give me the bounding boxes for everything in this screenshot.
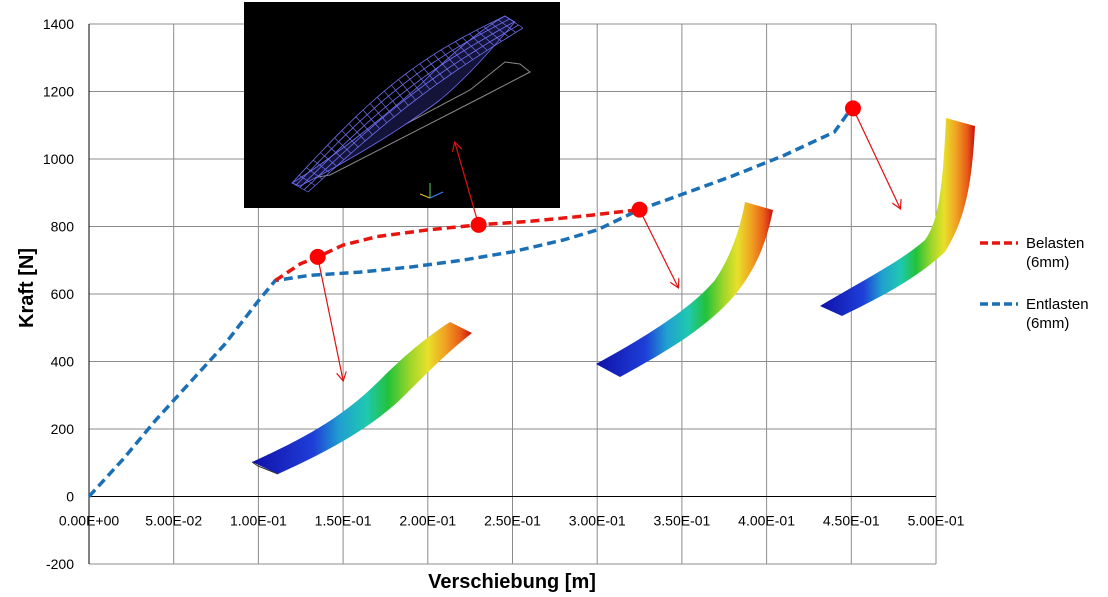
data-marker [470, 216, 487, 233]
x-tick-label: 4.00E-01 [738, 513, 795, 529]
y-tick-label: -200 [46, 556, 74, 572]
y-tick-label: 600 [51, 286, 75, 302]
legend-label: Belasten [1026, 235, 1084, 252]
x-tick-label: 0.00E+00 [59, 513, 120, 529]
x-axis-title: Verschiebung [m] [428, 571, 596, 593]
inset-mesh-outline [299, 61, 531, 181]
x-tick-label: 2.50E-01 [484, 513, 541, 529]
data-marker [309, 248, 326, 265]
chart-series [87, 107, 853, 498]
y-tick-label: 1000 [43, 151, 74, 167]
chart-markers [309, 100, 861, 265]
x-tick-label: 1.00E-01 [230, 513, 287, 529]
inset-axis-triad-icon [419, 183, 444, 199]
x-tick-label: 5.00E-01 [908, 513, 965, 529]
x-tick-labels: 0.00E+00 5.00E-02 1.00E-01 1.50E-01 2.00E-01… [59, 513, 965, 529]
annotation-arrow [455, 143, 480, 225]
mesh-line [299, 21, 515, 188]
data-marker [844, 100, 861, 117]
x-tick-label: 2.00E-01 [399, 513, 456, 529]
y-tick-label: 200 [51, 421, 75, 437]
fem-shape-1 [251, 322, 472, 475]
x-tick-label: 4.50E-01 [823, 513, 880, 529]
chart-legend: Belasten (6mm) Entlasten (6mm) [980, 235, 1089, 332]
y-tick-label: 0 [66, 489, 74, 505]
legend-label: (6mm) [1026, 254, 1069, 271]
y-tick-label: 1200 [43, 84, 74, 100]
fem-shape-3 [820, 118, 975, 316]
x-tick-label: 5.00E-02 [145, 513, 202, 529]
x-tick-label: 3.50E-01 [653, 513, 710, 529]
x-tick-label: 1.50E-01 [315, 513, 372, 529]
inset-mesh-lines [291, 15, 524, 193]
y-tick-labels: -200 0 200 400 600 800 1000 1200 1400 [43, 16, 74, 572]
annotation-arrow [639, 209, 678, 287]
mesh-line [295, 18, 510, 186]
x-tick-label: 3.00E-01 [569, 513, 626, 529]
chart-axes [88, 24, 936, 564]
legend-label: (6mm) [1026, 315, 1069, 332]
data-marker [631, 201, 648, 218]
annotation-arrow [317, 256, 343, 380]
y-axis-title: Kraft [N] [16, 248, 38, 328]
annotation-arrow [852, 108, 900, 208]
legend-label: Entlasten [1026, 296, 1089, 313]
series-line-belasten [274, 207, 640, 282]
mesh-line [303, 24, 519, 191]
mesh-line [291, 15, 506, 184]
fem-shape-2 [596, 202, 773, 377]
mesh-line [307, 27, 524, 193]
annotation-arrows [317, 108, 900, 380]
y-tick-label: 400 [51, 354, 75, 370]
y-tick-label: 800 [51, 219, 75, 235]
y-tick-label: 1400 [43, 16, 74, 32]
inset-mesh-image [244, 2, 560, 208]
series-line-entlasten [87, 107, 853, 498]
